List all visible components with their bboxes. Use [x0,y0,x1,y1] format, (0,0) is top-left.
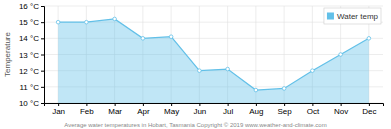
point [141,37,145,41]
point [282,87,286,91]
point [367,37,371,41]
x-tick: Aug [249,103,263,116]
marks [56,17,370,103]
y-axis-title: Temperature [3,32,12,77]
y-tick: 12 °C [19,67,44,76]
point [198,69,202,73]
y-tick-label: 14 °C [19,34,39,43]
x-tick-label: Jul [223,107,233,116]
point [56,20,60,24]
legend: Water temp [324,8,381,24]
legend-swatch [327,13,334,20]
x-tick-mark [199,103,200,106]
x-tick: Oct [307,103,320,116]
x-tick-label: Jun [193,107,206,116]
legend-label: Water temp [337,12,379,21]
grid-line-y [44,6,383,7]
x-tick-label: Dec [362,107,376,116]
y-tick-mark [41,71,44,72]
chart: 10 °C 11 °C 12 °C 13 °C 14 °C 15 °C 16 °C Jan Fe… [0,0,391,129]
y-tick-mark [41,103,44,104]
x-tick-label: Aug [249,107,263,116]
x-tick-mark [256,103,257,106]
y-tick-mark [41,6,44,7]
x-tick-mark [143,103,144,106]
x-tick-label: Jan [52,107,65,116]
point [254,88,258,92]
point [339,53,343,57]
legend-frame [324,8,381,24]
x-tick: Apr [137,103,150,116]
x-tick-mark [58,103,59,106]
x-tick: Mar [108,103,122,116]
y-tick-label: 15 °C [19,18,39,27]
y-tick-label: 13 °C [19,51,39,60]
y-tick-label: 16 °C [19,2,39,11]
y-tick-mark [41,55,44,56]
grid [44,6,383,103]
x-tick: Dec [362,103,376,116]
x-tick-label: Apr [137,107,150,116]
x-tick-label: Oct [307,107,320,116]
x-tick-label: Sep [278,107,293,116]
caption: Average water temperatures in Hobart, Ta… [64,122,326,128]
x-tick-label: May [164,107,179,116]
y-tick-mark [41,87,44,88]
y-axis: 10 °C 11 °C 12 °C 13 °C 14 °C 15 °C 16 °C [19,2,45,108]
x-tick-mark [86,103,87,106]
point [169,35,173,39]
x-tick-label: Nov [334,107,348,116]
x-tick-mark [341,103,342,106]
x-tick-mark [284,103,285,106]
y-tick: 13 °C [19,51,44,60]
x-tick-mark [171,103,172,106]
plot: 10 °C 11 °C 12 °C 13 °C 14 °C 15 °C 16 °C Jan Fe… [19,2,384,116]
x-tick: Feb [80,103,94,116]
x-axis-line [45,104,384,107]
y-tick: 14 °C [19,34,44,43]
y-tick: 10 °C [19,99,44,108]
x-tick-mark [369,103,370,106]
x-tick-mark [228,103,229,106]
x-tick: Jan [52,103,65,116]
point [113,17,117,21]
y-tick-mark [41,22,44,23]
y-tick-mark [41,38,44,39]
x-tick: Sep [278,103,293,116]
y-tick: 11 °C [19,83,44,92]
y-tick-label: 11 °C [19,83,39,92]
line [58,19,369,90]
x-tick-mark [115,103,116,106]
y-axis-line [41,7,45,104]
y-tick-label: 12 °C [19,67,39,76]
point [311,69,315,73]
y-tick: 16 °C [19,2,44,11]
x-tick-mark [312,103,313,106]
area [58,19,369,103]
x-tick: Nov [334,103,348,116]
point [226,67,230,71]
y-tick-label: 10 °C [19,99,39,108]
x-tick: Jul [223,103,233,116]
x-tick-label: Feb [80,107,94,116]
x-tick-label: Mar [108,107,122,116]
x-tick: Jun [193,103,206,116]
x-axis: Jan Feb Mar Apr May Jun Jul Aug Sep Oct Nov Dec [45,103,384,116]
point [85,20,89,24]
y-tick: 15 °C [19,18,44,27]
x-tick: May [164,103,179,116]
